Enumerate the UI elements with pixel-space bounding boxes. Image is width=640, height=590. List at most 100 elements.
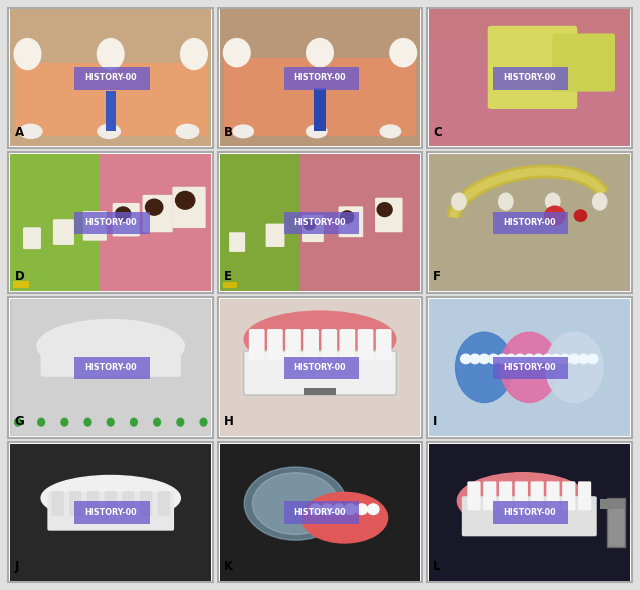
FancyBboxPatch shape <box>488 26 577 109</box>
Text: HISTORY-00: HISTORY-00 <box>503 218 556 227</box>
Circle shape <box>569 354 579 363</box>
FancyBboxPatch shape <box>23 227 41 249</box>
Text: E: E <box>224 270 232 284</box>
Ellipse shape <box>177 418 184 426</box>
Circle shape <box>145 199 163 215</box>
FancyBboxPatch shape <box>143 195 173 232</box>
Circle shape <box>506 354 516 363</box>
FancyBboxPatch shape <box>429 444 630 581</box>
Ellipse shape <box>301 493 388 543</box>
Ellipse shape <box>61 418 68 426</box>
FancyBboxPatch shape <box>87 491 99 516</box>
FancyBboxPatch shape <box>493 357 568 379</box>
FancyBboxPatch shape <box>74 212 150 234</box>
Text: C: C <box>433 126 442 139</box>
Circle shape <box>574 210 587 221</box>
Circle shape <box>470 354 480 363</box>
Text: L: L <box>433 560 441 573</box>
FancyBboxPatch shape <box>493 67 568 90</box>
Circle shape <box>377 203 392 217</box>
FancyBboxPatch shape <box>218 297 422 438</box>
FancyBboxPatch shape <box>221 300 419 435</box>
Text: HISTORY-00: HISTORY-00 <box>294 218 346 227</box>
Circle shape <box>515 354 525 363</box>
FancyBboxPatch shape <box>427 442 632 582</box>
FancyBboxPatch shape <box>8 8 213 148</box>
Text: HISTORY-00: HISTORY-00 <box>503 363 556 372</box>
FancyBboxPatch shape <box>223 282 237 289</box>
FancyBboxPatch shape <box>140 491 152 516</box>
FancyBboxPatch shape <box>462 496 596 536</box>
FancyBboxPatch shape <box>267 329 283 360</box>
Ellipse shape <box>223 38 250 67</box>
Ellipse shape <box>307 125 327 137</box>
Ellipse shape <box>499 193 513 210</box>
Ellipse shape <box>244 311 396 368</box>
Ellipse shape <box>593 193 607 210</box>
Circle shape <box>333 504 344 514</box>
Circle shape <box>497 354 508 363</box>
Ellipse shape <box>41 476 180 520</box>
Ellipse shape <box>545 193 560 210</box>
FancyBboxPatch shape <box>429 299 630 436</box>
Text: HISTORY-00: HISTORY-00 <box>503 73 556 83</box>
FancyBboxPatch shape <box>8 152 213 293</box>
Ellipse shape <box>500 332 558 402</box>
FancyBboxPatch shape <box>303 329 319 360</box>
Text: K: K <box>224 560 233 573</box>
Ellipse shape <box>15 418 21 426</box>
Text: J: J <box>15 560 19 573</box>
FancyBboxPatch shape <box>427 8 632 148</box>
FancyBboxPatch shape <box>339 206 364 237</box>
Ellipse shape <box>180 38 207 70</box>
Ellipse shape <box>380 125 401 137</box>
Ellipse shape <box>244 467 347 540</box>
Circle shape <box>322 504 333 514</box>
Text: HISTORY-00: HISTORY-00 <box>503 507 556 517</box>
Ellipse shape <box>131 418 138 426</box>
FancyBboxPatch shape <box>358 329 373 360</box>
Circle shape <box>461 354 471 363</box>
Ellipse shape <box>390 38 417 67</box>
FancyBboxPatch shape <box>10 299 211 436</box>
Ellipse shape <box>458 473 588 529</box>
Circle shape <box>551 354 561 363</box>
FancyBboxPatch shape <box>224 58 416 136</box>
FancyBboxPatch shape <box>429 9 630 146</box>
FancyBboxPatch shape <box>8 442 213 582</box>
Circle shape <box>560 354 570 363</box>
FancyBboxPatch shape <box>10 9 211 146</box>
Circle shape <box>356 504 367 514</box>
Circle shape <box>340 211 354 223</box>
Circle shape <box>310 504 322 514</box>
FancyBboxPatch shape <box>220 154 301 291</box>
FancyBboxPatch shape <box>51 491 63 516</box>
FancyBboxPatch shape <box>218 442 422 582</box>
Circle shape <box>367 504 379 514</box>
Text: G: G <box>15 415 24 428</box>
FancyBboxPatch shape <box>304 388 336 395</box>
FancyBboxPatch shape <box>69 491 81 516</box>
FancyBboxPatch shape <box>499 481 512 510</box>
FancyBboxPatch shape <box>218 8 422 148</box>
Ellipse shape <box>98 124 120 139</box>
Ellipse shape <box>14 38 41 70</box>
Text: HISTORY-00: HISTORY-00 <box>84 507 137 517</box>
Ellipse shape <box>452 193 466 210</box>
FancyBboxPatch shape <box>12 300 210 435</box>
Circle shape <box>588 354 598 363</box>
FancyBboxPatch shape <box>83 211 107 241</box>
Text: HISTORY-00: HISTORY-00 <box>294 363 346 372</box>
Circle shape <box>579 354 589 363</box>
FancyBboxPatch shape <box>220 299 420 436</box>
Circle shape <box>115 207 131 221</box>
FancyBboxPatch shape <box>285 329 301 360</box>
FancyBboxPatch shape <box>493 212 568 234</box>
FancyBboxPatch shape <box>10 444 211 581</box>
Ellipse shape <box>97 38 124 70</box>
FancyBboxPatch shape <box>158 491 170 516</box>
Text: HISTORY-00: HISTORY-00 <box>84 73 137 83</box>
Text: F: F <box>433 270 442 284</box>
FancyBboxPatch shape <box>467 481 481 510</box>
Text: A: A <box>15 126 24 139</box>
